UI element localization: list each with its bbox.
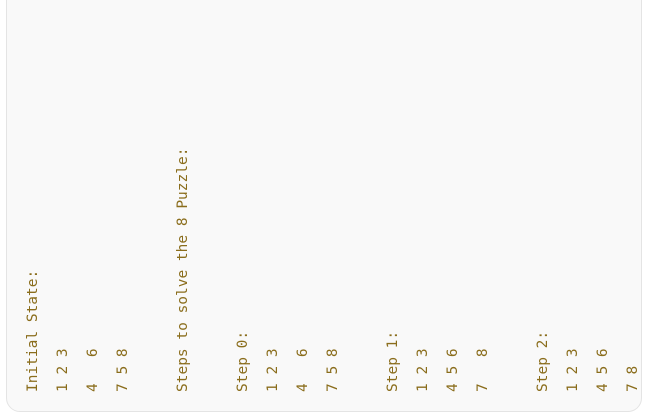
initial-state-header: Initial State: — [25, 269, 41, 392]
step-0-row-3: 7 5 8 — [325, 348, 341, 392]
step-0-label: Step 0: — [235, 330, 251, 392]
initial-row-3: 7 5 8 — [115, 348, 131, 392]
step-0-row-2: 4 6 — [295, 348, 311, 392]
step-2-label: Step 2: — [535, 330, 551, 392]
step-1-row-3: 7 8 — [475, 348, 491, 392]
blank-line — [498, 0, 528, 392]
console-text-block: Initial State: 1 2 3 4 6 7 5 8 Steps to … — [18, 0, 648, 392]
step-2-row-2: 4 5 6 — [595, 348, 611, 392]
blank-line — [348, 0, 378, 392]
initial-row-2: 4 6 — [85, 348, 101, 392]
step-1-row-1: 1 2 3 — [415, 348, 431, 392]
step-0-row-1: 1 2 3 — [265, 348, 281, 392]
blank-line — [198, 0, 228, 392]
step-1-row-2: 4 5 6 — [445, 348, 461, 392]
output-panel — [6, 0, 642, 412]
step-1-label: Step 1: — [385, 330, 401, 392]
step-2-row-1: 1 2 3 — [565, 348, 581, 392]
blank-line — [138, 0, 168, 392]
initial-row-1: 1 2 3 — [55, 348, 71, 392]
steps-header: Steps to solve the 8 Puzzle: — [175, 147, 191, 392]
step-2-row-3: 7 8 — [625, 365, 641, 392]
